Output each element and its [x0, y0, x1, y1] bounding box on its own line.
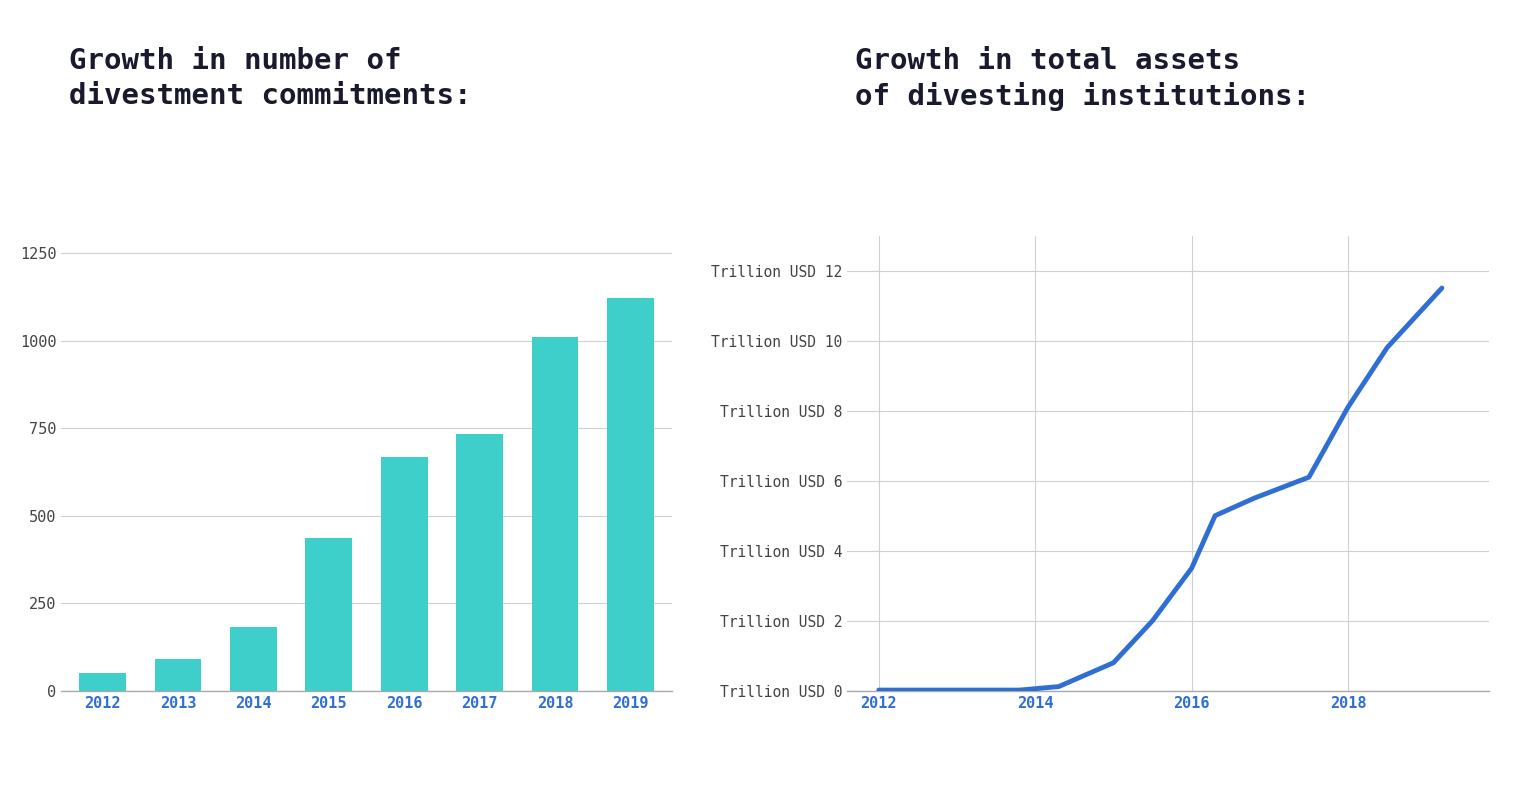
Bar	[305, 538, 353, 691]
Bar	[79, 673, 125, 691]
Bar	[231, 627, 276, 691]
Bar	[608, 298, 654, 691]
Bar	[531, 337, 579, 691]
Text: Growth in number of
divestment commitments:: Growth in number of divestment commitmen…	[69, 47, 472, 110]
Bar	[154, 659, 202, 691]
Bar	[380, 457, 428, 691]
Text: Growth in total assets
of divesting institutions:: Growth in total assets of divesting inst…	[855, 47, 1310, 111]
Bar	[457, 434, 502, 691]
